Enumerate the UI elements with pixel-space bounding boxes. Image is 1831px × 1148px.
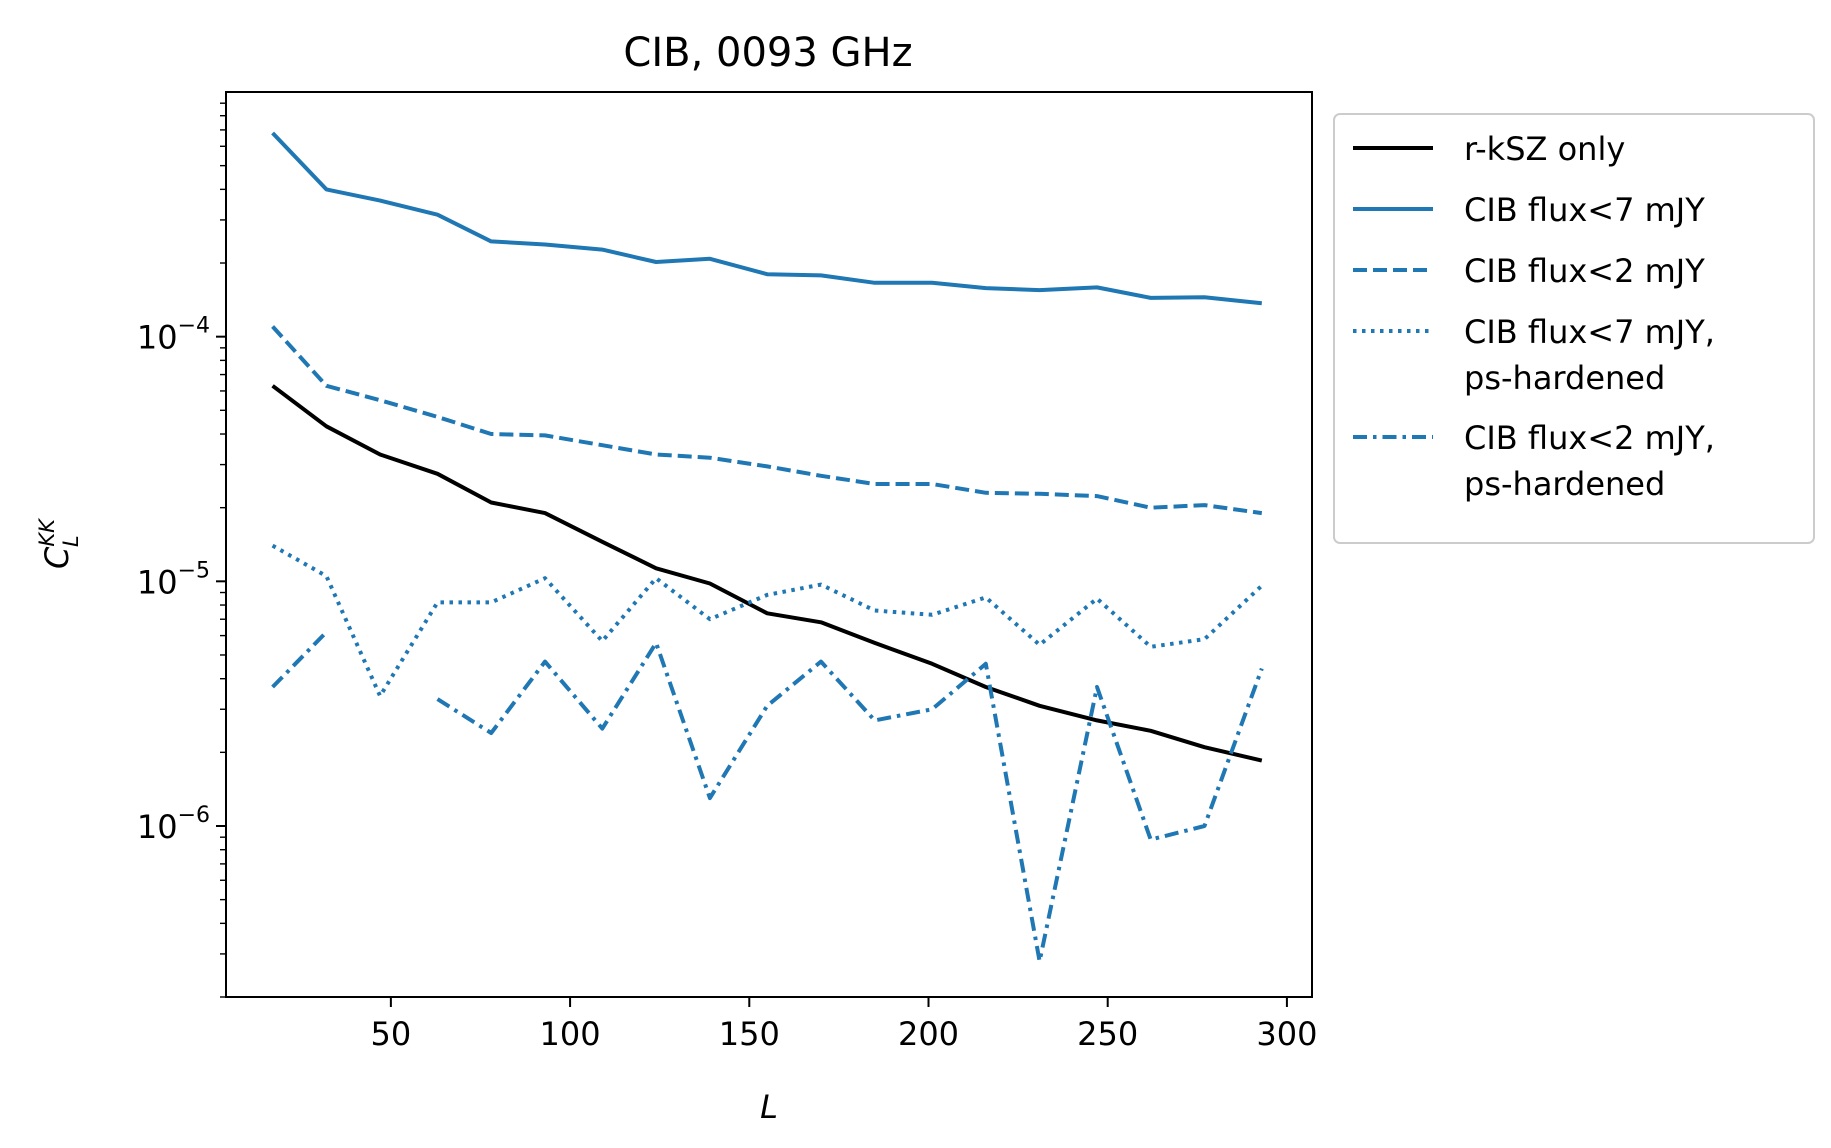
plot-area (225, 91, 1313, 998)
legend-label-4: CIB flux<2 mJY, ps-hardened (1464, 419, 1715, 503)
series-3 (271, 543, 1264, 698)
legend: r-kSZ only CIB flux<7 mJY CIB flux<2 mJY CI… (1333, 113, 1815, 544)
chart-title: CIB, 0093 GHz (623, 30, 912, 76)
x-tick-label: 150 (719, 1015, 780, 1053)
y-axis-label-sup: KK (35, 517, 59, 547)
x-tick-label: 300 (1256, 1015, 1317, 1053)
y-tick-label: 10−6 (137, 803, 210, 846)
series-layer (271, 131, 1264, 964)
x-tick-label: 200 (898, 1015, 959, 1053)
legend-label-0: r-kSZ only (1464, 130, 1625, 168)
series-1 (271, 131, 1263, 306)
x-tick-label: 250 (1077, 1015, 1138, 1053)
x-tick-label: 100 (540, 1015, 601, 1053)
x-axis-label: L (760, 1088, 778, 1126)
legend-label-2: CIB flux<2 mJY (1464, 252, 1705, 290)
x-tick-label: 50 (371, 1015, 412, 1053)
svg-text:CKKL: CKKL (35, 517, 83, 569)
series-line (436, 640, 1264, 964)
legend-frame (1333, 113, 1815, 544)
legend-label-3: CIB flux<7 mJY, ps-hardened (1464, 313, 1715, 397)
x-axis: 50 100 150 200 250 300 (371, 997, 1317, 1053)
y-tick-label: 10−5 (137, 558, 210, 601)
series-0 (271, 384, 1263, 763)
axes-frame (225, 91, 1313, 998)
series-line (271, 630, 328, 689)
y-axis-label-sub: L (59, 535, 83, 547)
y-axis-label: CKKL (35, 517, 83, 569)
y-axis: 10−6 10−5 10−4 (137, 102, 226, 998)
series-2 (271, 325, 1263, 516)
legend-label-1: CIB flux<7 mJY (1464, 191, 1705, 229)
y-tick-label: 10−4 (137, 314, 210, 357)
y-axis-label-base: C (38, 546, 76, 569)
series-4 (271, 630, 1264, 964)
